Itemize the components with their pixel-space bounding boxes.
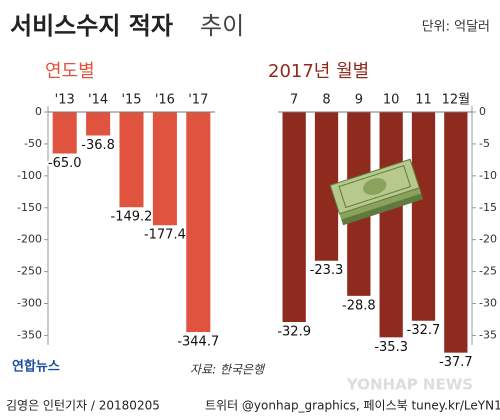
value-label: -149.2 bbox=[111, 210, 153, 225]
bar bbox=[444, 112, 468, 353]
bar bbox=[52, 112, 77, 154]
bar bbox=[186, 112, 211, 333]
y-tick-label: -15 bbox=[479, 201, 497, 214]
y-tick-label: 0 bbox=[479, 105, 486, 118]
y-tick-label: -200 bbox=[17, 233, 42, 246]
value-label: -28.8 bbox=[342, 298, 376, 313]
panel-title: 2017년 월별 bbox=[268, 61, 369, 82]
value-label: -35.3 bbox=[374, 340, 408, 355]
category-label: 9 bbox=[355, 93, 363, 108]
bar bbox=[282, 112, 306, 323]
value-label: -23.3 bbox=[310, 263, 344, 278]
value-label: -32.7 bbox=[407, 323, 441, 338]
source: 자료: 한국은행 bbox=[190, 363, 266, 377]
title: 서비스수지 적자 bbox=[10, 12, 173, 40]
category-label: '14 bbox=[88, 93, 108, 108]
bar bbox=[379, 112, 403, 338]
bar bbox=[314, 112, 339, 261]
category-label: 7 bbox=[290, 93, 298, 108]
value-label: -37.7 bbox=[439, 355, 473, 370]
credit: 김영은 인턴기자 / 20180205 bbox=[6, 399, 160, 413]
y-tick-label: -10 bbox=[479, 169, 497, 182]
y-tick-label: -100 bbox=[17, 169, 42, 182]
value-label: -32.9 bbox=[277, 325, 311, 340]
y-tick-label: -300 bbox=[17, 297, 42, 310]
y-tick-label: -35 bbox=[479, 328, 497, 341]
category-label: 11 bbox=[415, 93, 432, 108]
value-label: -65.0 bbox=[48, 156, 82, 171]
category-label: 8 bbox=[322, 93, 330, 108]
y-tick-label: -30 bbox=[479, 297, 497, 310]
category-label: '13 bbox=[55, 93, 75, 108]
value-label: -344.7 bbox=[177, 335, 219, 350]
bar bbox=[119, 112, 144, 208]
category-label: 10 bbox=[383, 93, 400, 108]
watermark: YONHAP NEWS bbox=[346, 376, 473, 394]
value-label: -177.4 bbox=[144, 228, 186, 243]
money-icon bbox=[329, 158, 424, 226]
category-label: '17 bbox=[188, 93, 208, 108]
title-suffix: 추이 bbox=[200, 12, 244, 40]
y-tick-label: -25 bbox=[479, 265, 497, 278]
y-tick-label: -20 bbox=[479, 233, 497, 246]
y-tick-label: -50 bbox=[24, 137, 42, 150]
bar bbox=[411, 112, 436, 321]
logo: 연합뉴스 bbox=[12, 359, 60, 375]
category-label: 12월 bbox=[442, 93, 471, 108]
unit: 단위: 억달러 bbox=[422, 20, 490, 35]
category-label: '15 bbox=[121, 93, 141, 108]
y-tick-label: -350 bbox=[17, 328, 42, 341]
bar bbox=[86, 112, 111, 136]
y-tick-label: -250 bbox=[17, 265, 42, 278]
sns: 트위터 @yonhap_graphics, 페이스북 tuney.kr/LeYN… bbox=[205, 399, 500, 413]
value-label: -36.8 bbox=[81, 138, 115, 153]
y-tick-label: -150 bbox=[17, 201, 42, 214]
y-tick-label: -5 bbox=[479, 137, 490, 150]
y-tick-label: 0 bbox=[35, 105, 42, 118]
bar bbox=[152, 112, 177, 226]
panel-title: 연도별 bbox=[45, 61, 95, 82]
category-label: '16 bbox=[155, 93, 175, 108]
